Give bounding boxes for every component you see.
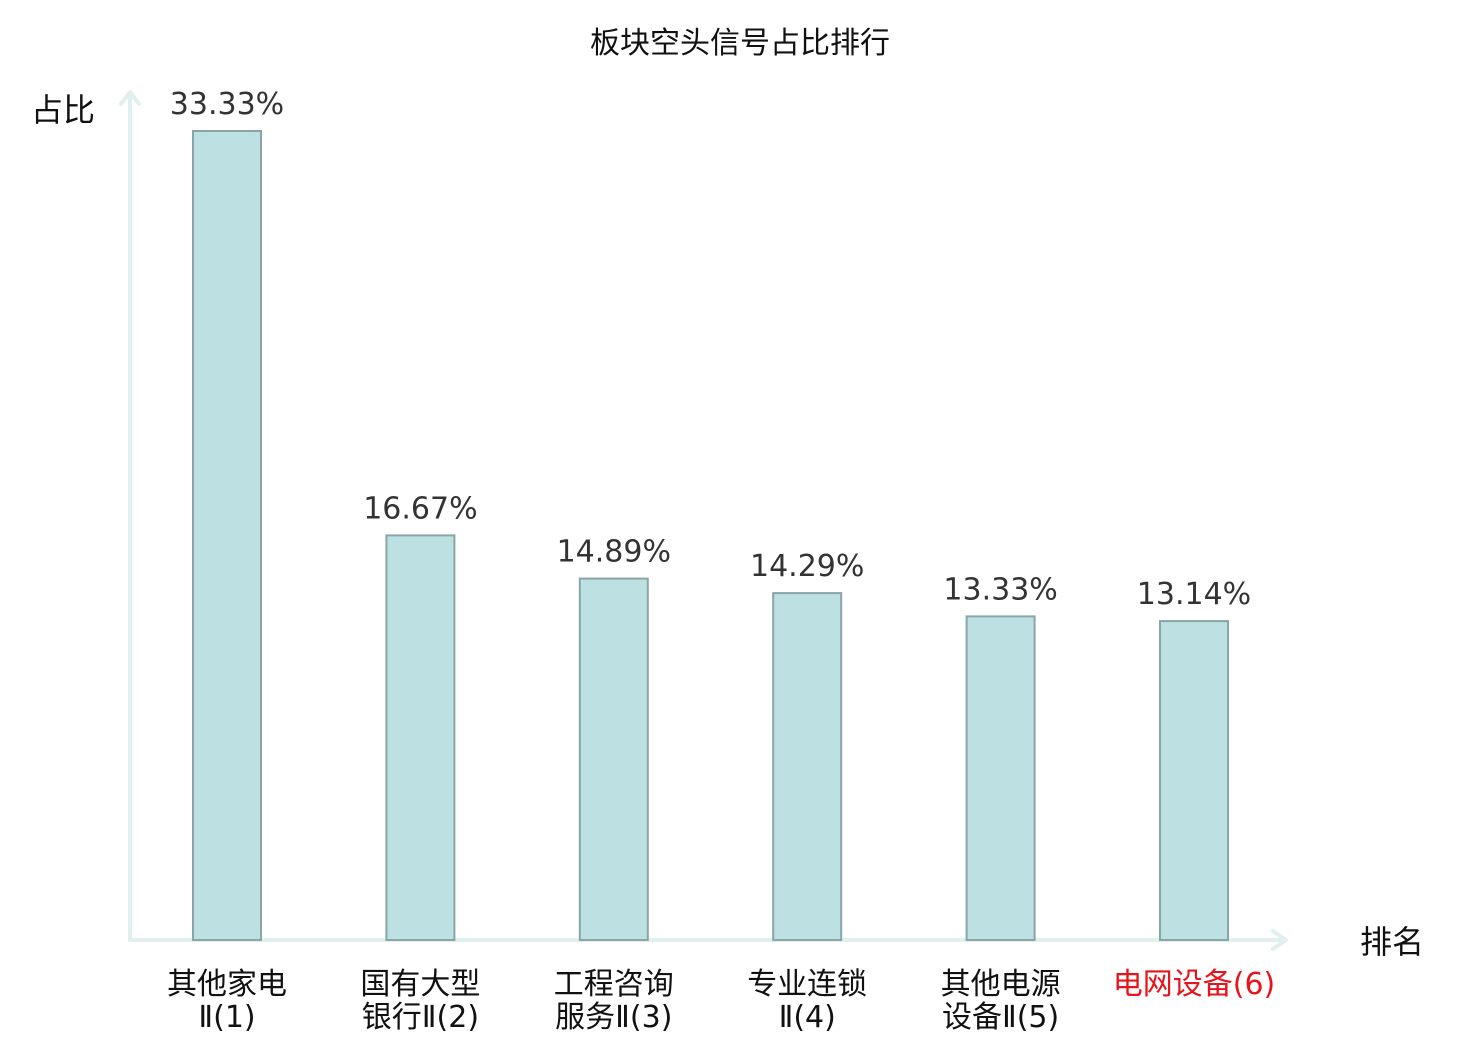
bar-5 — [965, 615, 1036, 942]
category-label-6: 电网设备(6) — [1113, 967, 1276, 1002]
bar-6 — [1159, 620, 1229, 941]
value-label-1: 33.33% — [170, 87, 284, 122]
category-label-5: 其他电源设备Ⅱ(5) — [941, 967, 1061, 1035]
chart-title: 板块空头信号占比排行 — [590, 26, 890, 61]
value-label-3: 14.89% — [557, 535, 671, 570]
value-label-4: 14.29% — [750, 549, 864, 584]
axes — [119, 90, 1288, 951]
category-label-4: 专业连锁 Ⅱ(4) — [747, 967, 867, 1035]
bar-4 — [772, 592, 843, 941]
bar-1 — [192, 130, 262, 941]
category-labels: 其他家电 Ⅱ(1) 国有大型银行Ⅱ(2) 工程咨询服务Ⅱ(3) 专业连锁 Ⅱ(4) 其他电源… — [167, 967, 1275, 1035]
value-labels: 33.33% 16.67% 14.89% 14.29% 13.33% 13.14% — [170, 87, 1251, 612]
y-axis-line — [119, 90, 141, 942]
x-axis-label: 排名 — [1360, 923, 1424, 961]
value-label-6: 13.14% — [1137, 577, 1251, 612]
bar-3 — [578, 577, 649, 941]
x-axis-line — [128, 929, 1288, 951]
category-label-1: 其他家电 Ⅱ(1) — [167, 967, 287, 1035]
bars — [192, 130, 1229, 942]
value-label-2: 16.67% — [363, 491, 477, 526]
y-axis-label: 占比 — [31, 91, 95, 129]
category-label-3: 工程咨询服务Ⅱ(3) — [554, 967, 674, 1035]
category-label-2: 国有大型银行Ⅱ(2) — [360, 967, 480, 1035]
value-label-5: 13.33% — [943, 572, 1057, 607]
bar-2 — [385, 534, 456, 942]
